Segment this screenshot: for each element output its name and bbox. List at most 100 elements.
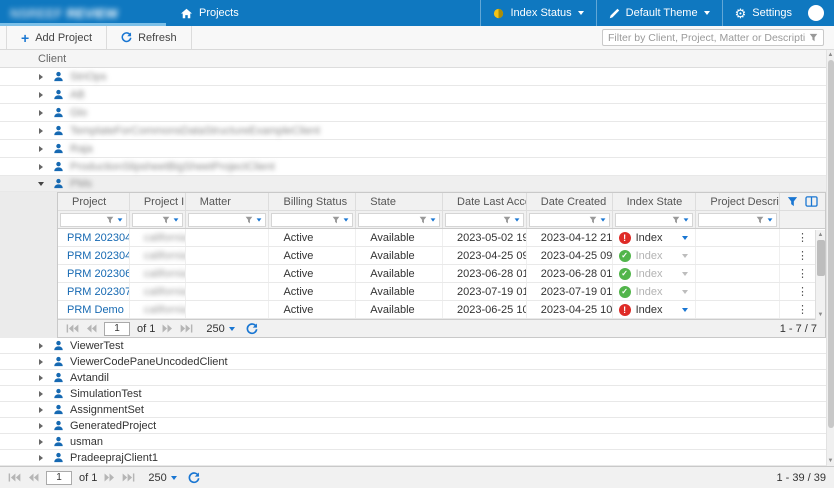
expand-caret-icon[interactable] [34, 358, 48, 365]
refresh-icon[interactable] [246, 323, 258, 335]
filter-operator-caret[interactable] [343, 217, 349, 222]
row-menu-icon[interactable]: ⋮ [797, 232, 809, 244]
client-row[interactable]: TemplateForCommonsDataStructureExampleCl… [0, 122, 826, 140]
first-page-icon[interactable] [66, 324, 79, 333]
filter-operator-caret[interactable] [600, 217, 605, 222]
client-row[interactable]: PradeeprajClient1 [0, 450, 826, 466]
filter-operator-caret[interactable] [257, 217, 262, 222]
client-row[interactable]: SimulationTest [0, 386, 826, 402]
client-row[interactable]: Avtandil [0, 370, 826, 386]
scrollbar-thumb[interactable] [827, 60, 834, 428]
funnel-icon[interactable] [162, 216, 170, 224]
filter-operator-caret[interactable] [117, 217, 123, 222]
client-row[interactable]: ViewerTest [0, 338, 826, 354]
funnel-icon[interactable] [332, 216, 340, 224]
scroll-up-icon[interactable]: ▲ [827, 52, 834, 58]
index-status-menu[interactable]: Index Status [480, 0, 595, 26]
project-filter-input[interactable] [60, 212, 127, 227]
funnel-icon[interactable] [419, 216, 427, 224]
next-page-icon[interactable] [104, 473, 115, 482]
page-number-input[interactable] [104, 321, 130, 336]
expand-caret-icon[interactable] [34, 454, 48, 461]
expand-caret-icon[interactable] [34, 127, 48, 134]
description-filter-input[interactable] [698, 212, 778, 227]
expand-caret-icon[interactable] [34, 390, 48, 397]
expand-caret-icon[interactable] [34, 163, 48, 170]
expand-caret-icon[interactable] [34, 109, 48, 116]
page-size-select[interactable]: 250 [148, 472, 177, 484]
column-chooser-icon[interactable] [805, 196, 818, 207]
date-created-filter-input[interactable] [528, 212, 610, 227]
prev-page-icon[interactable] [86, 324, 97, 333]
client-row[interactable]: ProductionSlipsheetBigSheetProjectClient [0, 158, 826, 176]
col-header-date-created[interactable]: Date Created [527, 193, 613, 210]
row-menu-icon[interactable]: ⋮ [797, 304, 809, 316]
col-header-state[interactable]: State [356, 193, 444, 210]
last-page-icon[interactable] [122, 473, 135, 482]
filter-builder-icon[interactable] [787, 196, 798, 207]
refresh-button[interactable]: Refresh [107, 26, 192, 49]
filter-funnel-icon[interactable] [809, 33, 818, 42]
billing-filter-input[interactable] [271, 212, 354, 227]
col-header-billing-status[interactable]: Billing Status [269, 193, 357, 210]
client-row[interactable]: AssignmentSet [0, 402, 826, 418]
project-link[interactable]: PRM Demo [67, 303, 124, 316]
index-dropdown[interactable]: Index [636, 232, 691, 244]
page-number-input[interactable] [46, 470, 72, 485]
matter-filter-input[interactable] [187, 212, 267, 227]
global-filter-input[interactable] [608, 31, 805, 44]
project-id-filter-input[interactable] [131, 212, 183, 227]
client-row[interactable]: StriOps [0, 68, 826, 86]
col-header-index-state[interactable]: Index State [613, 193, 697, 210]
row-menu-icon[interactable]: ⋮ [797, 250, 809, 262]
project-link[interactable]: PRM 20230627 [67, 267, 129, 280]
col-header-project-id[interactable]: Project ID [130, 193, 186, 210]
next-page-icon[interactable] [162, 324, 173, 333]
settings-button[interactable]: ⚙ Settings [721, 0, 804, 26]
prev-page-icon[interactable] [28, 473, 39, 482]
expand-caret-icon[interactable] [34, 422, 48, 429]
funnel-icon[interactable] [756, 216, 764, 224]
page-size-select[interactable]: 250 [206, 323, 235, 335]
funnel-icon[interactable] [503, 216, 511, 224]
add-project-button[interactable]: + Add Project [6, 26, 108, 49]
user-avatar[interactable] [808, 5, 824, 21]
expand-caret-icon[interactable] [34, 91, 48, 98]
date-last-accessed-filter-input[interactable] [444, 212, 524, 227]
scrollbar-thumb[interactable] [816, 240, 825, 276]
last-page-icon[interactable] [180, 324, 193, 333]
col-header-project-description[interactable]: Project Description [696, 193, 781, 210]
index-dropdown[interactable]: Index [636, 304, 691, 316]
project-link[interactable]: PRM 20230412 [67, 231, 129, 244]
col-header-date-last-accessed[interactable]: Date Last Accessed [443, 193, 527, 210]
row-menu-icon[interactable]: ⋮ [797, 268, 809, 280]
client-row[interactable]: Glo [0, 104, 826, 122]
expand-caret-icon[interactable] [34, 406, 48, 413]
funnel-icon[interactable] [106, 216, 114, 224]
col-header-matter[interactable]: Matter [186, 193, 270, 210]
expand-caret-icon[interactable] [34, 438, 48, 445]
client-row[interactable]: usman [0, 434, 826, 450]
index-state-filter-input[interactable] [614, 212, 694, 227]
collapse-caret-icon[interactable] [34, 181, 48, 186]
client-row[interactable]: Raja [0, 140, 826, 158]
client-row[interactable]: GeneratedProject [0, 418, 826, 434]
filter-operator-caret[interactable] [173, 217, 179, 222]
scroll-down-icon[interactable]: ▼ [817, 312, 824, 318]
row-menu-icon[interactable]: ⋮ [797, 286, 809, 298]
client-row[interactable]: ViewerCodePaneUncodedClient [0, 354, 826, 370]
funnel-icon[interactable] [672, 216, 680, 224]
expand-caret-icon[interactable] [34, 73, 48, 80]
state-filter-input[interactable] [358, 212, 440, 227]
main-scrollbar[interactable]: ▲ ▼ [826, 50, 834, 466]
project-link[interactable]: PRM 20230425 [67, 249, 129, 262]
scroll-down-icon[interactable]: ▼ [827, 458, 834, 464]
funnel-icon[interactable] [245, 216, 253, 224]
filter-operator-caret[interactable] [767, 217, 773, 222]
refresh-icon[interactable] [188, 472, 200, 484]
col-header-project[interactable]: Project [58, 193, 130, 210]
nav-projects[interactable]: Projects [166, 0, 253, 26]
theme-menu[interactable]: Default Theme [595, 0, 722, 26]
table-scrollbar[interactable]: ▲ ▼ [815, 230, 825, 320]
funnel-icon[interactable] [589, 216, 597, 224]
